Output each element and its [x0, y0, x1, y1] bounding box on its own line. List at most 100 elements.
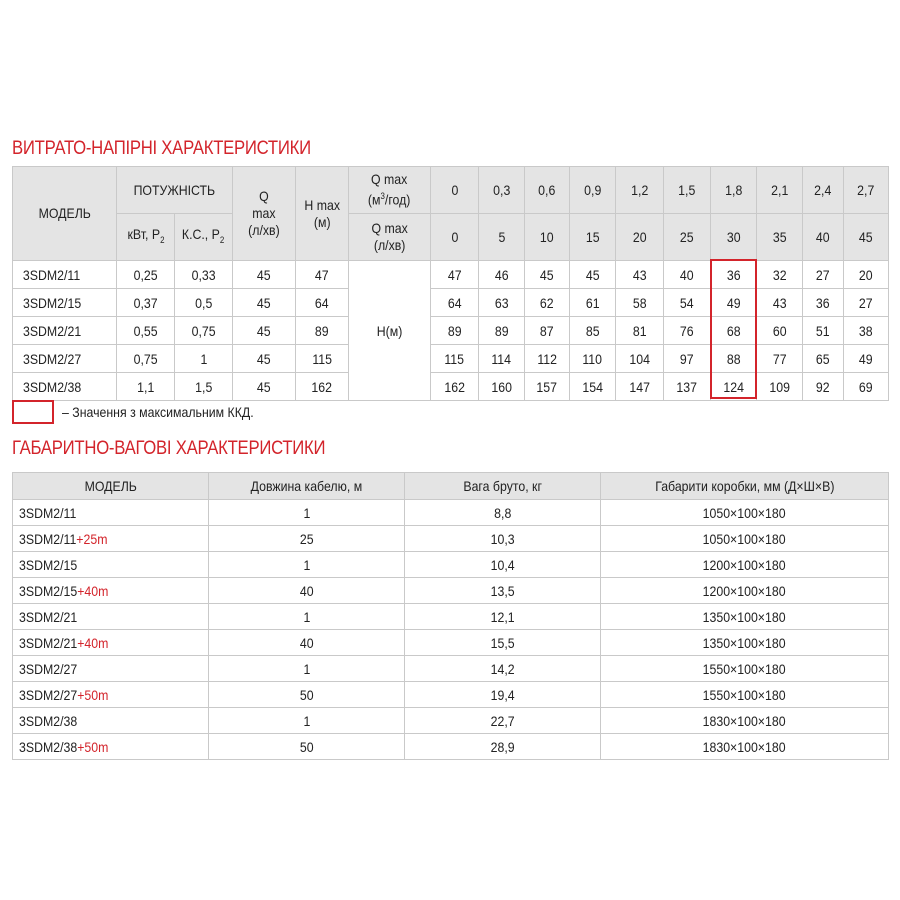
flow-lmin-header: 10 [524, 213, 570, 261]
model-cell: 3SDM2/11+25m [12, 525, 209, 552]
weight-cell-text: 28,9 [490, 738, 515, 755]
max-efficiency-highlight [710, 259, 757, 399]
weight-cell: 28,9 [404, 733, 601, 760]
hp-cell-text: 0,33 [191, 266, 216, 283]
flow-lmin-header-text: 40 [816, 228, 830, 245]
head-value-cell-text: 110 [582, 350, 603, 367]
flow-m3h-header-text: 0 [451, 181, 458, 198]
head-value-cell-text: 147 [629, 378, 650, 395]
weight-cell-text: 10,4 [490, 556, 515, 573]
kw-cell: 0,37 [116, 288, 175, 317]
table-row: 3SDM2/11 1 8,8 1050×100×180 [12, 499, 889, 526]
head-value-cell-text: 51 [816, 322, 830, 339]
head-value-cell: 160 [478, 372, 525, 401]
flow-lmin-header: 30 [710, 213, 757, 261]
head-value-cell: 137 [663, 372, 711, 401]
head-value-cell: 47 [430, 260, 479, 289]
kw-cell-text: 0,37 [133, 294, 158, 311]
dimensions-header: Довжина кабелю, м [208, 472, 405, 500]
qmax-cell-text: 45 [257, 266, 271, 283]
head-value-cell: 89 [478, 316, 525, 345]
head-value-cell: 114 [478, 344, 525, 373]
flow-m3h-header-text: 1,8 [724, 181, 743, 198]
head-value-cell-text: 81 [632, 322, 647, 339]
hp-cell: 1 [174, 344, 233, 373]
cable-length-cell-text: 1 [303, 504, 310, 521]
weight-cell-text: 15,5 [490, 634, 515, 651]
legend-text: – Значення з максимальним ККД. [62, 404, 254, 420]
head-value-cell-text: 58 [632, 294, 647, 311]
flow-m3h-header-text: 0,3 [492, 181, 511, 198]
table-row: 3SDM2/38 1 22,7 1830×100×180 [12, 707, 889, 734]
table-row: 3SDM2/38 1,1 1,5 45 162 162 160 157 154 147 137 124… [12, 372, 889, 401]
head-value-cell: 61 [569, 288, 616, 317]
head-value-cell-text: 104 [629, 350, 650, 367]
cable-length-cell-text: 1 [303, 608, 310, 625]
model-cell: 3SDM2/15 [12, 551, 209, 578]
head-value-cell-text: 45 [540, 266, 554, 283]
head-value-cell-text: 68 [726, 322, 741, 339]
model-name: 3SDM2/21 [19, 608, 78, 625]
cable-length-cell: 25 [208, 525, 405, 552]
kw-cell-text: 0,25 [133, 266, 158, 283]
table-row: 3SDM2/21 0,55 0,75 45 89 89 89 87 85 81 76 68 60 51 38 [12, 316, 889, 345]
head-value-cell: 157 [524, 372, 570, 401]
hmax-cell-text: 47 [315, 266, 329, 283]
head-value-cell-text: 36 [726, 266, 741, 283]
section-title-performance: ВИТРАТО-НАПІРНІ ХАРАКТЕРИСТИКИ [12, 138, 311, 159]
weight-cell: 12,1 [404, 603, 601, 630]
head-value-cell-text: 76 [680, 322, 694, 339]
model-cell: 3SDM2/38 [12, 372, 117, 401]
table-row: 3SDM2/27 1 14,2 1550×100×180 [12, 655, 889, 682]
flow-m3h-header: 1,2 [615, 166, 664, 214]
head-value-cell-text: 27 [816, 266, 830, 283]
qmax-cell: 45 [232, 344, 296, 373]
kw-cell: 0,75 [116, 344, 175, 373]
head-value-cell: 88 [710, 344, 757, 373]
head-value-cell-text: 162 [444, 378, 465, 395]
kw-cell-text: 0,75 [133, 350, 158, 367]
cable-length-cell: 1 [208, 655, 405, 682]
flow-m3h-header: 1,8 [710, 166, 757, 214]
hmax-cell-text: 162 [311, 378, 333, 395]
head-value-cell-text: 60 [772, 322, 787, 339]
dimensions-header-text: Габарити коробки, мм (Д×Ш×В) [654, 478, 835, 494]
flow-lmin-header-text: 20 [632, 228, 647, 245]
head-value-cell: 69 [843, 372, 889, 401]
flow-m3h-header-text: 0,9 [583, 181, 602, 198]
head-value-cell-text: 97 [680, 350, 694, 367]
head-value-cell: 27 [802, 260, 844, 289]
weight-cell-text: 12,1 [490, 608, 515, 625]
cable-suffix: +50m [77, 738, 109, 755]
head-value-cell-text: 85 [585, 322, 600, 339]
head-value-cell: 40 [663, 260, 711, 289]
head-value-cell-text: 40 [680, 266, 694, 283]
head-value-cell: 49 [710, 288, 757, 317]
model-cell-text: 3SDM2/15 [22, 294, 82, 311]
model-cell: 3SDM2/38 [12, 707, 209, 734]
model-name: 3SDM2/27 [19, 660, 78, 677]
hmax-cell-text: 89 [315, 322, 329, 339]
head-value-cell-text: 115 [444, 350, 465, 367]
flow-m3h-header: 0 [430, 166, 479, 214]
head-value-cell: 104 [615, 344, 664, 373]
table-row: 3SDM2/15+40m 40 13,5 1200×100×180 [12, 577, 889, 604]
hp-cell-text: 1 [200, 350, 207, 367]
head-value-cell: 162 [430, 372, 479, 401]
hmax-cell: 47 [295, 260, 349, 289]
head-value-cell-text: 154 [582, 378, 603, 395]
box-size-cell-text: 1830×100×180 [703, 712, 786, 729]
weight-cell: 13,5 [404, 577, 601, 604]
head-value-cell-text: 65 [816, 350, 830, 367]
hp-cell-text: 0,5 [194, 294, 213, 311]
head-value-cell: 76 [663, 316, 711, 345]
hp-cell: 1,5 [174, 372, 233, 401]
dimensions-header: МОДЕЛЬ [12, 472, 209, 500]
model-cell-text: 3SDM2/11 [22, 266, 81, 283]
head-value-cell: 87 [524, 316, 570, 345]
model-name: 3SDM2/21 [19, 634, 78, 651]
head-value-cell: 63 [478, 288, 525, 317]
dimensions-header: Вага бруто, кг [404, 472, 601, 500]
flow-m3h-header: 2,7 [843, 166, 889, 214]
